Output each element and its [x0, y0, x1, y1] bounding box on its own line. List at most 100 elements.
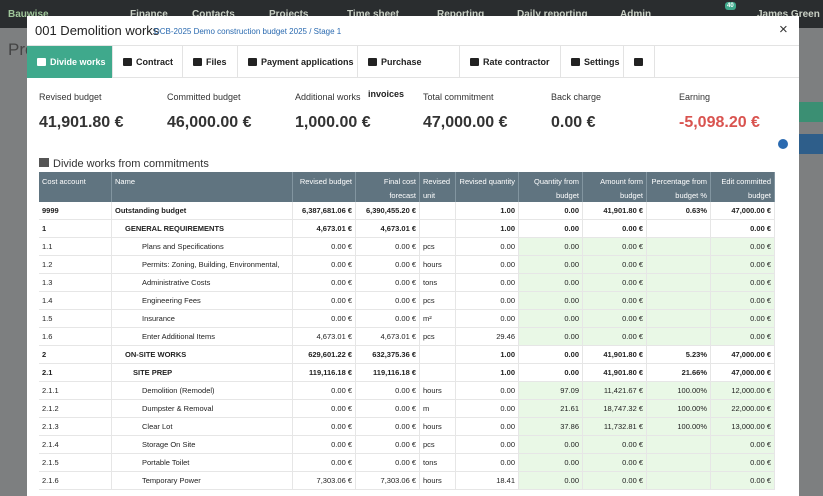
- table-cell: hours: [420, 418, 456, 436]
- tab[interactable]: Purchase invoices: [358, 46, 460, 78]
- table-cell: 0.00 €: [356, 256, 420, 274]
- tab[interactable]: Settings: [561, 46, 624, 78]
- column-header: Revised budget: [293, 172, 356, 202]
- table-cell: 1.5: [39, 310, 112, 328]
- table-cell: 6,390,455.20 €: [356, 202, 420, 220]
- table-cell: 0.00 €: [293, 400, 356, 418]
- table-cell: 0.00: [456, 454, 519, 472]
- table-cell: 0.00 €: [356, 238, 420, 256]
- tab-label: Payment applications: [261, 57, 354, 67]
- table-cell[interactable]: 47,000.00 €: [711, 364, 775, 382]
- table-cell: Outstanding budget: [112, 202, 293, 220]
- tab-label: Rate contractor: [483, 57, 550, 67]
- table-cell: [420, 202, 456, 220]
- table-cell: 2.1: [39, 364, 112, 382]
- tab[interactable]: Rate contractor: [460, 46, 561, 78]
- column-header: Percentage from budget %: [647, 172, 711, 202]
- table-cell[interactable]: 0.00 €: [711, 238, 775, 256]
- tab[interactable]: Divide works: [27, 46, 113, 78]
- table-cell: 0.00 €: [583, 436, 647, 454]
- table-cell: [647, 310, 711, 328]
- table-cell: 2.1.2: [39, 400, 112, 418]
- table-cell: 41,901.80 €: [583, 202, 647, 220]
- table-cell[interactable]: 47,000.00 €: [711, 346, 775, 364]
- close-button[interactable]: ×: [779, 21, 788, 38]
- table-cell[interactable]: 22,000.00 €: [711, 400, 775, 418]
- column-header: Revised quantity: [456, 172, 519, 202]
- table-cell: m²: [420, 310, 456, 328]
- table-cell: 0.00: [519, 274, 583, 292]
- table-cell: 1.6: [39, 328, 112, 346]
- breadcrumb[interactable]: DCB-2025 Demo construction budget 2025 /…: [154, 27, 341, 36]
- table-cell: Demolition (Remodel): [112, 382, 293, 400]
- summary-label: Committed budget: [167, 92, 241, 102]
- table-cell: GENERAL REQUIREMENTS: [112, 220, 293, 238]
- table-cell: 0.63%: [647, 202, 711, 220]
- tab-label: Contract: [136, 57, 173, 67]
- table-cell: 2: [39, 346, 112, 364]
- table-cell: Engineering Fees: [112, 292, 293, 310]
- table-cell[interactable]: 0.00 €: [711, 292, 775, 310]
- table-cell: 0.00 €: [293, 418, 356, 436]
- modal-title: 001 Demolition works: [35, 23, 159, 38]
- table-cell[interactable]: 13,000.00 €: [711, 418, 775, 436]
- table-cell: 1.4: [39, 292, 112, 310]
- modal: 001 Demolition works DCB-2025 Demo const…: [27, 16, 799, 496]
- table-cell: 0.00 €: [356, 454, 420, 472]
- table-cell: 1.3: [39, 274, 112, 292]
- tab[interactable]: Files: [183, 46, 238, 78]
- table-cell[interactable]: 0.00 €: [711, 274, 775, 292]
- table-cell: 1.00: [456, 364, 519, 382]
- summary-value: 46,000.00 €: [167, 114, 252, 132]
- table-cell: 0.00: [456, 436, 519, 454]
- table-cell[interactable]: 0.00 €: [711, 472, 775, 490]
- table-cell: 0.00 €: [293, 436, 356, 454]
- table-cell: 0.00: [456, 238, 519, 256]
- summary-label: Revised budget: [39, 92, 102, 102]
- summary-value: 47,000.00 €: [423, 114, 508, 132]
- badge: 40: [725, 2, 736, 10]
- table-cell[interactable]: 12,000.00 €: [711, 382, 775, 400]
- table-cell: ON-SITE WORKS: [112, 346, 293, 364]
- column-header: Name: [112, 172, 293, 202]
- column-header: Amount form budget: [583, 172, 647, 202]
- table-cell: 11,732.81 €: [583, 418, 647, 436]
- table-cell[interactable]: 0.00 €: [711, 436, 775, 454]
- table-cell: 2.1.3: [39, 418, 112, 436]
- table-cell: pcs: [420, 436, 456, 454]
- summary-label: Earning: [679, 92, 710, 102]
- table-cell: 4,673.01 €: [356, 328, 420, 346]
- table-cell: 41,901.80 €: [583, 364, 647, 382]
- summary-value: 0.00 €: [551, 114, 595, 132]
- summary-value: 41,901.80 €: [39, 114, 124, 132]
- table-cell: Portable Toilet: [112, 454, 293, 472]
- table-cell: 0.00 €: [583, 472, 647, 490]
- table-cell[interactable]: 47,000.00 €: [711, 202, 775, 220]
- table-cell: 11,421.67 €: [583, 382, 647, 400]
- table-cell: [647, 274, 711, 292]
- column-header: Revised unit: [420, 172, 456, 202]
- delete-tab[interactable]: [624, 46, 655, 78]
- settings-icon[interactable]: [778, 139, 788, 149]
- table-cell: 0.00 €: [293, 454, 356, 472]
- table-cell: 0.00: [519, 436, 583, 454]
- table-cell: 0.00: [519, 292, 583, 310]
- table-cell: 1.2: [39, 256, 112, 274]
- table-cell: Clear Lot: [112, 418, 293, 436]
- table-cell[interactable]: 0.00 €: [711, 328, 775, 346]
- table-cell: Dumpster & Removal: [112, 400, 293, 418]
- table-cell[interactable]: 0.00 €: [711, 220, 775, 238]
- table-cell[interactable]: 0.00 €: [711, 256, 775, 274]
- table-cell: 1.00: [456, 346, 519, 364]
- tab[interactable]: Payment applications: [238, 46, 358, 78]
- table-cell: 7,303.06 €: [293, 472, 356, 490]
- table-cell: 0.00 €: [356, 418, 420, 436]
- table-cell[interactable]: 0.00 €: [711, 454, 775, 472]
- table-cell: 4,673.01 €: [293, 328, 356, 346]
- table-cell: [647, 472, 711, 490]
- table-cell: 0.00: [456, 274, 519, 292]
- table-cell: 0.00 €: [293, 382, 356, 400]
- tab[interactable]: Contract: [113, 46, 183, 78]
- table-cell: 632,375.36 €: [356, 346, 420, 364]
- table-cell[interactable]: 0.00 €: [711, 310, 775, 328]
